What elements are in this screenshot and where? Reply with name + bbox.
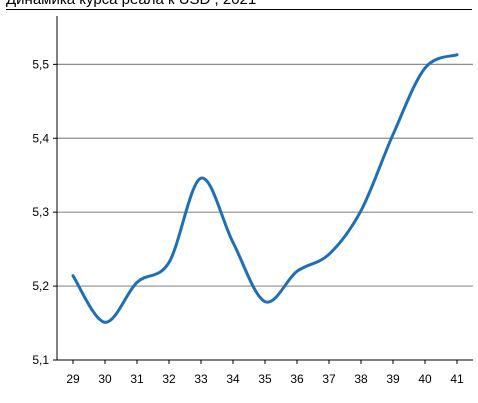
x-tick-label: 34 — [226, 372, 240, 386]
y-tick-label: 5,1 — [32, 353, 49, 367]
x-tick-label: 35 — [258, 372, 272, 386]
data-point — [104, 321, 107, 324]
data-point — [200, 177, 203, 180]
data-point — [296, 270, 299, 273]
data-point — [136, 281, 139, 284]
x-tick-label: 31 — [130, 372, 144, 386]
x-tick-label: 40 — [418, 372, 432, 386]
x-tick-label: 29 — [66, 372, 80, 386]
data-point — [360, 209, 363, 212]
x-tick-label: 32 — [162, 372, 176, 386]
data-point — [424, 67, 427, 70]
x-tick-label: 38 — [354, 372, 368, 386]
chart-title: Динамика курса реала к USD , 2021 — [6, 0, 472, 10]
y-tick-label: 5,3 — [32, 205, 49, 219]
x-tick-label: 30 — [98, 372, 112, 386]
data-point — [328, 253, 331, 256]
x-tick-label: 41 — [450, 372, 464, 386]
y-tick-labels: 5,1 5,2 5,3 5,4 5,5 — [32, 57, 57, 367]
x-tick-label: 39 — [386, 372, 400, 386]
series-line — [71, 53, 459, 324]
x-tick-label: 36 — [290, 372, 304, 386]
data-point — [168, 261, 171, 264]
x-tick-label: 33 — [194, 372, 208, 386]
data-point — [392, 133, 395, 136]
series-group — [71, 53, 459, 324]
data-point — [232, 241, 235, 244]
x-ticks: 29 30 31 32 33 34 35 36 37 38 39 40 41 — [66, 360, 464, 386]
data-point — [72, 274, 75, 277]
data-point — [264, 300, 267, 303]
y-tick-label: 5,2 — [32, 279, 49, 293]
data-point — [456, 53, 459, 56]
x-tick-label: 37 — [322, 372, 336, 386]
y-tick-label: 5,5 — [32, 57, 49, 71]
gridlines — [57, 63, 473, 287]
y-tick-label: 5,4 — [32, 131, 49, 145]
